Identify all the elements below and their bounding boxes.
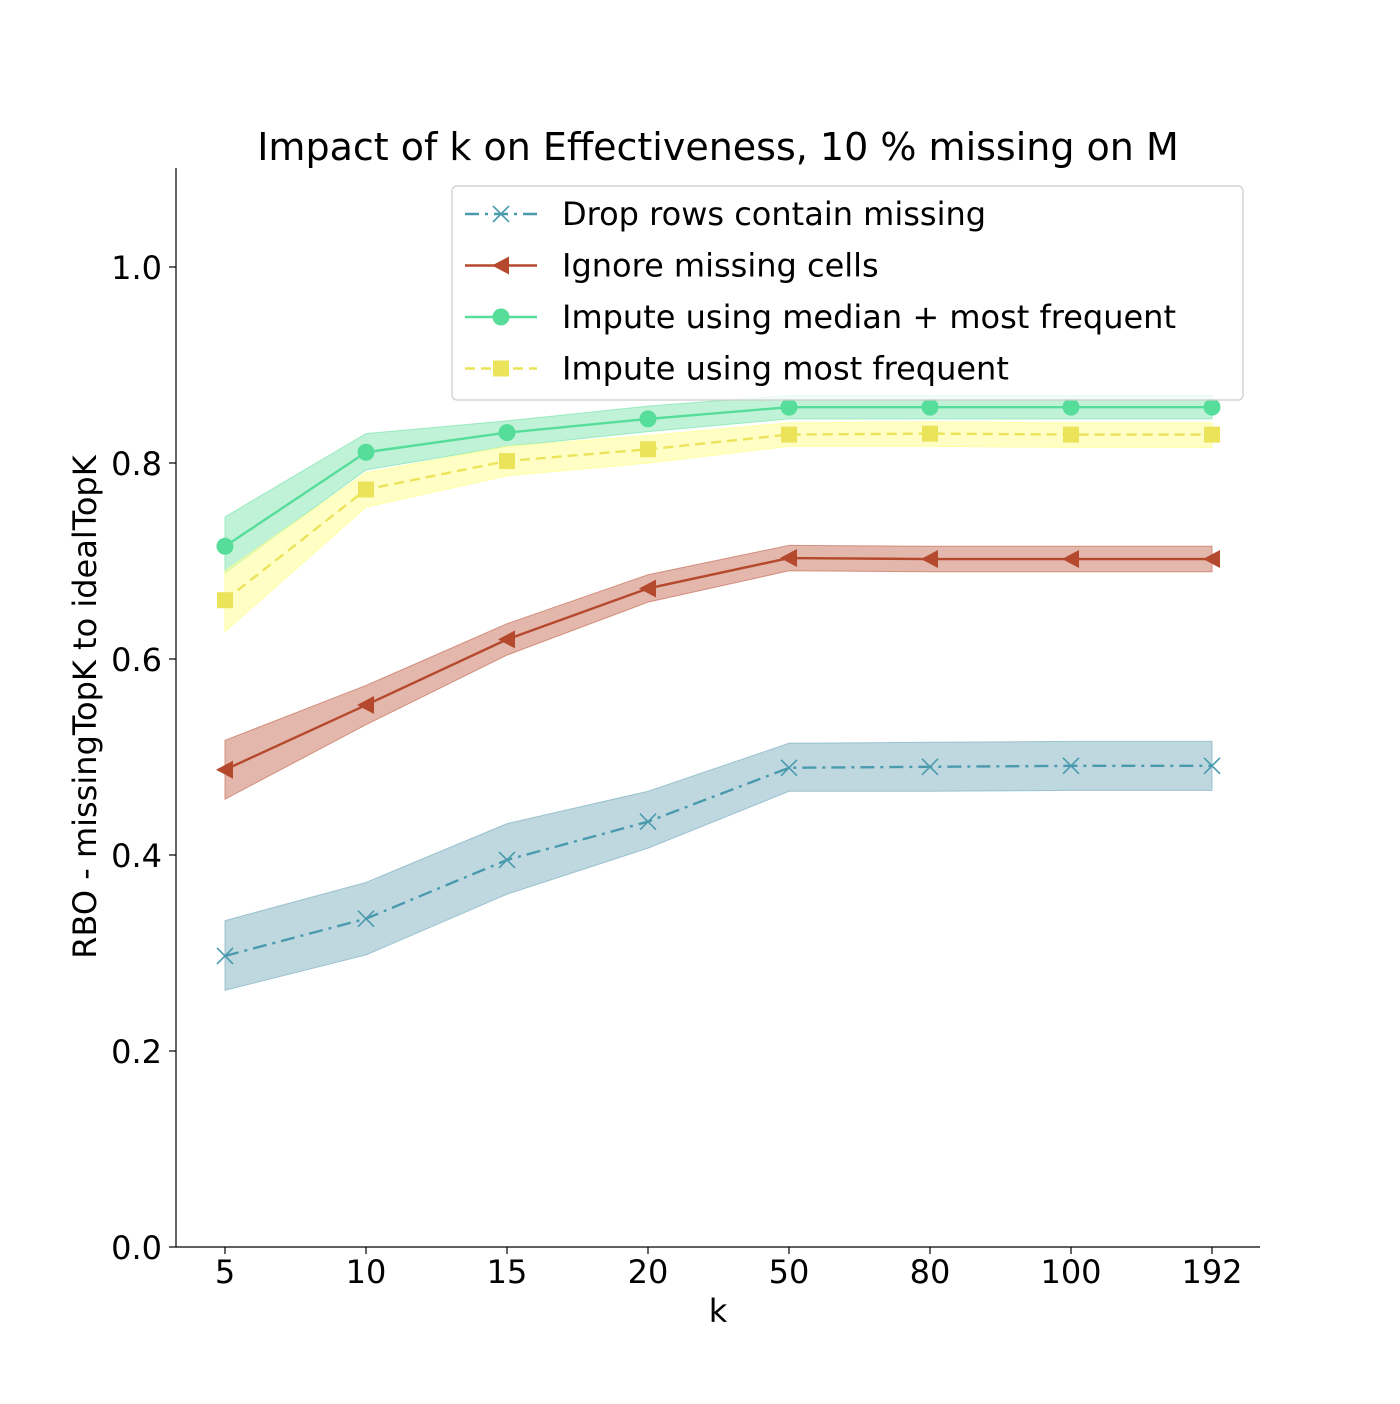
legend-label-1: Ignore missing cells: [562, 247, 879, 285]
point-series-0-4: [780, 759, 798, 777]
legend-marker-2: [492, 308, 510, 326]
series-lines: [224, 405, 1212, 958]
band-series-0: [224, 740, 1213, 991]
x-tick-label-3: 20: [628, 1253, 669, 1291]
x-tick-label-2: 15: [487, 1253, 528, 1291]
y-tick-label-2: 0.4: [111, 837, 162, 875]
legend: Drop rows contain missing Ignore missing …: [451, 185, 1244, 401]
y-tick-label-1: 0.2: [111, 1033, 162, 1071]
line-series-0: [224, 764, 1212, 958]
band-series-1: [224, 544, 1213, 800]
legend-frame: [451, 185, 1244, 401]
point-series-3-2: [499, 453, 515, 470]
point-series-1-7: [1203, 550, 1220, 569]
legend-label-3: Impute using most frequent: [562, 350, 1009, 388]
y-tick-label-5: 1.0: [111, 249, 162, 287]
point-series-2-2: [498, 424, 516, 442]
x-tick-label-5: 80: [910, 1253, 951, 1291]
point-series-2-0: [216, 537, 234, 555]
x-tick-label-1: 10: [346, 1253, 387, 1291]
x-tick-label-4: 50: [769, 1253, 810, 1291]
y-tick-label-4: 0.8: [111, 445, 162, 483]
legend-label-0: Drop rows contain missing: [562, 195, 986, 233]
point-series-3-0: [217, 592, 233, 609]
y-ticks: 0.0 0.2 0.4 0.6 0.8 1.0: [111, 249, 176, 1267]
x-ticks: 5 10 15 20 50 80 100 192: [215, 1247, 1243, 1291]
point-series-3-3: [640, 441, 656, 458]
point-series-3-5: [922, 425, 938, 442]
x-tick-label-0: 5: [215, 1253, 235, 1291]
point-series-0-5: [921, 758, 939, 776]
x-tick-label-7: 192: [1181, 1253, 1242, 1291]
x-axis-label: k: [709, 1292, 728, 1330]
series-markers: [216, 398, 1221, 965]
point-series-2-4: [780, 398, 798, 416]
point-series-0-0: [216, 947, 234, 965]
legend-marker-0: [492, 205, 510, 223]
point-series-0-2: [498, 851, 516, 869]
point-series-0-6: [1062, 757, 1080, 775]
point-series-2-6: [1062, 398, 1080, 416]
y-axis-label: RBO - missingTopK to idealTopK: [66, 454, 104, 958]
legend-label-2: Impute using median + most frequent: [562, 298, 1176, 336]
point-series-2-5: [921, 398, 939, 416]
point-series-1-2: [498, 630, 515, 649]
point-series-2-1: [357, 443, 375, 461]
band-series-2: [224, 394, 1213, 574]
point-series-1-1: [357, 696, 374, 715]
line-series-1: [224, 556, 1212, 771]
legend-marker-3: [493, 360, 509, 377]
point-series-1-0: [216, 760, 233, 779]
y-tick-label-3: 0.6: [111, 641, 162, 679]
y-tick-label-0: 0.0: [111, 1229, 162, 1267]
point-series-2-3: [639, 410, 657, 428]
point-series-3-1: [358, 481, 374, 498]
axes: [175, 168, 1260, 1248]
point-series-1-3: [639, 579, 656, 598]
point-series-3-6: [1063, 426, 1079, 443]
point-series-3-7: [1204, 426, 1220, 443]
point-series-2-7: [1203, 398, 1221, 416]
point-series-3-4: [781, 426, 797, 443]
point-series-1-6: [1062, 550, 1079, 569]
legend-marker-1: [492, 256, 509, 275]
line-series-3: [224, 432, 1212, 602]
line-series-2: [224, 405, 1212, 548]
point-series-0-3: [639, 813, 657, 831]
x-tick-label-6: 100: [1040, 1253, 1101, 1291]
chart-title: Impact of k on Effectiveness, 10 % missi…: [257, 125, 1179, 169]
point-series-1-4: [780, 549, 797, 568]
point-series-1-5: [921, 550, 938, 569]
band-series-3: [224, 421, 1213, 633]
point-series-0-1: [357, 910, 375, 928]
point-series-0-7: [1203, 757, 1221, 775]
